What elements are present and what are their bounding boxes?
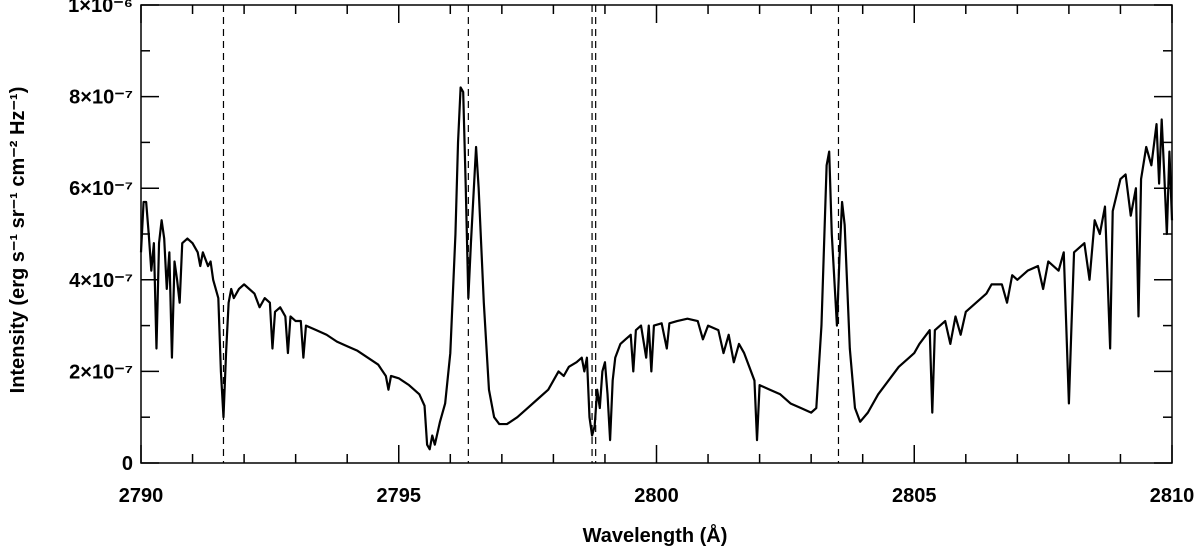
y-tick-label: 6×10⁻⁷ [69, 178, 133, 200]
x-axis-label: Wavelength (Å) [583, 523, 728, 547]
y-tick-label: 1×10⁻⁶ [68, 0, 133, 17]
y-axis-label: Intensity (erg s⁻¹ sr⁻¹ cm⁻² Hz⁻¹) [7, 87, 29, 394]
y-tick-label: 8×10⁻⁷ [69, 87, 133, 109]
y-tick-label: 2×10⁻⁷ [69, 361, 133, 383]
x-tick-label: 2805 [892, 485, 937, 507]
y-tick-label: 0 [122, 453, 133, 475]
plot-frame [140, 4, 1173, 464]
x-tick-label: 2795 [377, 485, 422, 507]
x-tick-label: 2790 [119, 485, 164, 507]
x-tick-label: 2810 [1150, 485, 1195, 507]
x-tick-label: 2800 [634, 485, 679, 507]
spectrum-line [139, 86, 1174, 451]
y-tick-label: 4×10⁻⁷ [69, 270, 133, 292]
